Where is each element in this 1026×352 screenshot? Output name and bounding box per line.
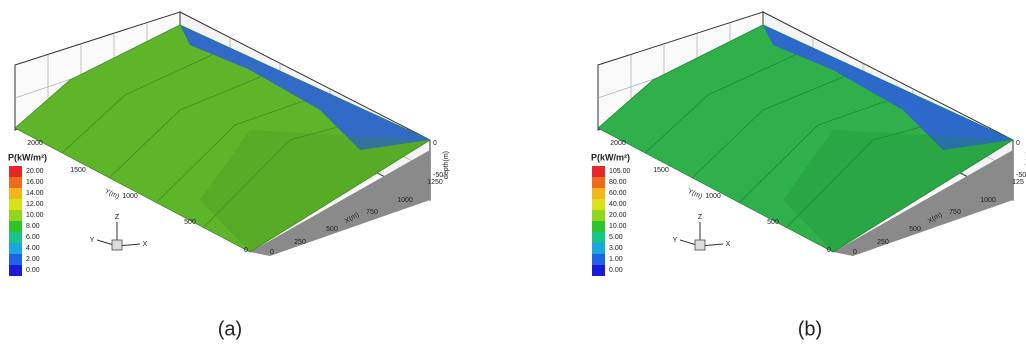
x-tick-label: 500: [909, 226, 921, 233]
legend-label: 2.00: [26, 256, 40, 263]
legend-label: 10.00: [609, 223, 627, 230]
x-tick-label: 250: [294, 239, 306, 246]
legend-swatch: [9, 177, 22, 188]
x-tick-label: 750: [366, 209, 378, 216]
legend-label: 80.00: [609, 179, 627, 186]
legend-label: 14.00: [26, 190, 44, 197]
legend-label: 60.00: [609, 190, 627, 197]
z-tick-label: 0: [1016, 140, 1020, 147]
legend-swatch: [592, 243, 605, 254]
caption: (a): [218, 318, 242, 340]
triad-label: X: [726, 241, 731, 248]
z-tick-label: -50: [1016, 172, 1026, 179]
panel: 2000150010005000Y(m)025050075010001250X(…: [8, 12, 450, 276]
legend-title: P(kW/m²): [8, 152, 47, 162]
legend-swatch: [592, 210, 605, 221]
legend-swatch: [9, 210, 22, 221]
y-axis-label: Y(m): [687, 188, 704, 201]
x-tick-label: 125: [1012, 179, 1024, 186]
y-tick-label: 1500: [70, 167, 86, 174]
triad-label: Y: [90, 237, 95, 244]
legend-label: 20.00: [609, 212, 627, 219]
y-tick-label: 2000: [610, 140, 626, 147]
legend-label: 40.00: [609, 201, 627, 208]
legend-label: 12.00: [26, 201, 44, 208]
x-tick-label: 1000: [397, 197, 413, 204]
legend-swatch: [9, 221, 22, 232]
legend-swatch: [9, 166, 22, 177]
y-tick-label: 1500: [653, 167, 669, 174]
legend-title: P(kW/m²): [591, 152, 630, 162]
y-axis-label: Y(m): [104, 188, 121, 201]
legend-label: 105.00: [609, 168, 631, 175]
triad-label: Y: [673, 237, 678, 244]
legend-label: 8.00: [26, 223, 40, 230]
x-tick-label: 1000: [980, 197, 996, 204]
legend-swatch: [592, 188, 605, 199]
y-tick-label: 0: [827, 247, 831, 254]
legend-swatch: [592, 166, 605, 177]
triad-label: X: [143, 241, 148, 248]
x-tick-label: 0: [270, 249, 274, 256]
legend-swatch: [592, 221, 605, 232]
y-tick-label: 1000: [122, 193, 138, 200]
legend-label: 0.00: [609, 267, 623, 274]
z-tick-label: -50: [433, 172, 443, 179]
x-tick-label: 0: [853, 249, 857, 256]
triad-cube: [695, 240, 705, 250]
y-tick-label: 0: [244, 247, 248, 254]
legend-swatch: [592, 232, 605, 243]
legend-label: 0.00: [26, 267, 40, 274]
x-tick-label: 500: [326, 226, 338, 233]
legend-swatch: [592, 177, 605, 188]
legend-label: 16.00: [26, 179, 44, 186]
legend-swatch: [9, 199, 22, 210]
legend-label: 5.00: [609, 234, 623, 241]
legend-label: 4.00: [26, 245, 40, 252]
legend-swatch: [9, 188, 22, 199]
legend-swatch: [592, 265, 605, 276]
legend-label: 20.00: [26, 168, 44, 175]
legend-label: 6.00: [26, 234, 40, 241]
legend-label: 10.00: [26, 212, 44, 219]
y-tick-label: 500: [184, 219, 196, 226]
caption: (b): [798, 318, 822, 340]
y-tick-label: 500: [767, 219, 779, 226]
y-tick-label: 1000: [705, 193, 721, 200]
z-axis-label: depth(m): [443, 151, 450, 179]
x-tick-label: 750: [949, 209, 961, 216]
x-tick-label: 250: [877, 239, 889, 246]
triad-label: Z: [698, 214, 703, 221]
triad-cube: [112, 240, 122, 250]
legend-label: 1.00: [609, 256, 623, 263]
y-tick-label: 2000: [27, 140, 43, 147]
panel: 2000150010005000Y(m)02505007501000125X(m…: [591, 12, 1026, 276]
legend-swatch: [592, 254, 605, 265]
triad-label: Z: [115, 214, 120, 221]
legend-swatch: [9, 243, 22, 254]
legend-label: 3.00: [609, 245, 623, 252]
legend-swatch: [9, 232, 22, 243]
x-tick-label: 1250: [427, 179, 443, 186]
legend-swatch: [9, 265, 22, 276]
z-tick-label: 0: [433, 140, 437, 147]
legend-swatch: [592, 199, 605, 210]
legend-swatch: [9, 254, 22, 265]
